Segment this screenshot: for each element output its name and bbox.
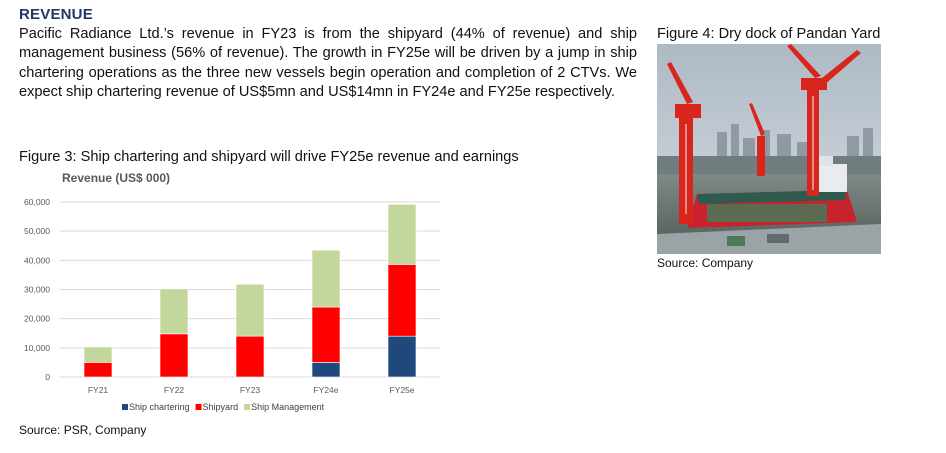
bar-segment-ship-management	[83, 346, 113, 363]
bar-segment-shipyard	[387, 264, 417, 337]
x-tick-label: FY24e	[313, 385, 338, 395]
y-tick-label: 10,000	[24, 343, 50, 353]
y-tick-label: 40,000	[24, 255, 50, 265]
chart-title: Revenue (US$ 000)	[62, 171, 170, 185]
bar-segment-ship-management	[311, 249, 341, 308]
dry-dock-photo	[657, 44, 881, 254]
figure3-source: Source: PSR, Company	[19, 423, 147, 437]
revenue-paragraph: Pacific Radiance Ltd.’s revenue in FY23 …	[19, 26, 637, 101]
bar-segment-ship-management	[235, 283, 265, 337]
y-tick-label: 50,000	[24, 226, 50, 236]
x-tick-label: FY25e	[389, 385, 414, 395]
legend-swatch	[122, 404, 128, 410]
bar-segment-ship-chartering	[311, 362, 341, 378]
section-heading: REVENUE	[19, 6, 93, 23]
bar-segment-ship-chartering	[387, 335, 417, 378]
figure4-source: Source: Company	[657, 256, 754, 270]
dry-dock-photo-illustration	[657, 44, 881, 254]
revenue-stacked-bar-chart: Revenue (US$ 000) 0 10,000 20,000 30,000 40,…	[24, 171, 440, 412]
x-tick-label: FY21	[88, 385, 109, 395]
y-tick-label: 30,000	[24, 285, 50, 295]
legend-swatch	[244, 404, 251, 410]
y-tick-label: 0	[45, 372, 50, 382]
y-tick-label: 20,000	[24, 314, 50, 324]
figure3-caption: Figure 3: Ship chartering and shipyard w…	[19, 149, 519, 165]
legend-swatch	[195, 404, 202, 410]
x-tick-label: FY22	[164, 385, 185, 395]
bar-segment-shipyard	[159, 333, 189, 378]
y-tick-labels: 0 10,000 20,000 30,000 40,000 50,000 60,000	[24, 197, 50, 382]
legend-label: Ship Management	[251, 402, 325, 412]
legend-label: Ship chartering	[129, 402, 190, 412]
bar-segment-ship-management	[387, 204, 417, 265]
figure4-caption: Figure 4: Dry dock of Pandan Yard	[657, 26, 881, 42]
bar-segment-shipyard	[83, 362, 113, 378]
chart-legend: Ship chartering Shipyard Ship Management	[122, 402, 325, 412]
bar-segment-shipyard	[235, 335, 265, 378]
y-tick-label: 60,000	[24, 197, 50, 207]
x-tick-label: FY23	[240, 385, 261, 395]
x-tick-labels: FY21 FY22 FY23 FY24e FY25e	[88, 385, 415, 395]
bars	[83, 204, 417, 378]
bar-segment-shipyard	[311, 306, 341, 363]
legend-label: Shipyard	[203, 402, 239, 412]
bar-segment-ship-management	[159, 288, 189, 335]
